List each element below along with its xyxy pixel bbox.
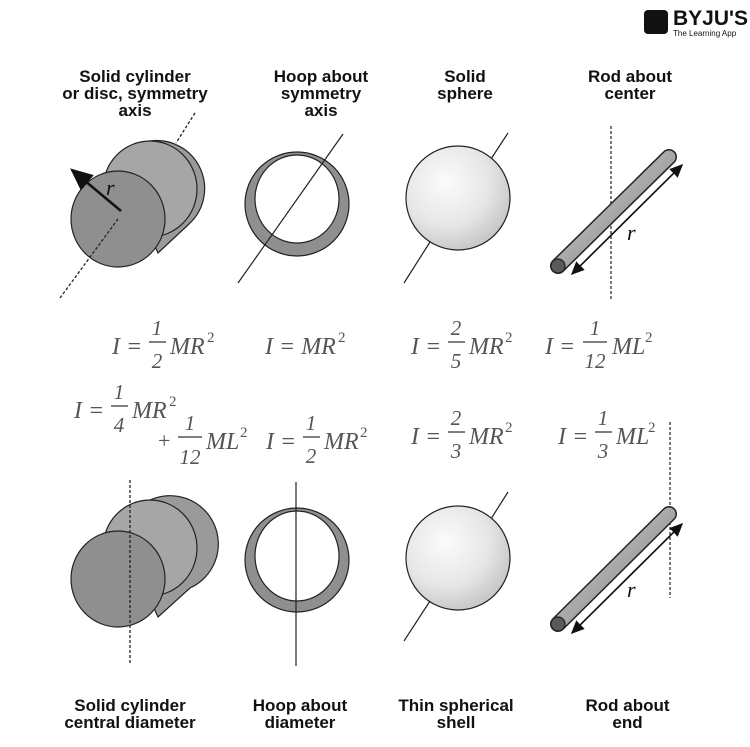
svg-text:I = MR: I = MR [264,334,336,360]
svg-text:MR: MR [468,334,504,360]
rod-center-figure: r [550,126,684,300]
radius-label: r [627,220,636,245]
svg-text:2: 2 [505,330,513,346]
solid-cylinder-symmetry-figure: r [59,112,206,299]
svg-text:I =: I = [544,334,575,360]
svg-text:2: 2 [648,420,656,436]
svg-text:I =: I = [557,424,588,450]
svg-text:1: 1 [114,380,125,404]
svg-text:3: 3 [597,439,609,463]
svg-text:2: 2 [505,420,513,436]
svg-text:MR: MR [169,334,205,360]
brand-tagline: The Learning App [673,29,737,38]
formula-solid-cylinder-diameter: I = 1 4 MR 2 + 1 12 ML 2 [73,380,248,469]
hoop-symmetry-figure [237,133,350,284]
svg-text:ML: ML [205,429,239,455]
formula-hoop-symmetry: I = MR 2 [264,330,346,360]
label-rod-end: Rod about end [585,696,670,732]
svg-text:2: 2 [451,406,462,430]
svg-text:1: 1 [598,406,609,430]
svg-text:1: 1 [590,316,601,340]
formula-rod-center: I = 1 12 ML 2 [544,316,653,373]
formula-hoop-diameter: I = 1 2 MR 2 [265,411,368,468]
label-solid-sphere: Solid sphere [437,67,493,103]
svg-text:2: 2 [169,394,177,410]
thin-spherical-shell-figure [403,491,511,642]
formula-solid-sphere: I = 2 5 MR 2 [410,316,513,373]
svg-text:4: 4 [114,413,125,437]
svg-text:MR: MR [468,424,504,450]
radius-label: r [627,577,636,602]
svg-text:2: 2 [360,425,368,441]
svg-text:I =: I = [410,334,441,360]
label-solid-cylinder-diameter: Solid cylinder central diameter [64,696,196,732]
svg-text:1: 1 [185,411,196,435]
svg-text:12: 12 [585,349,607,373]
label-solid-cylinder-symmetry: Solid cylinder or disc, symmetry axis [62,67,208,120]
hoop-diameter-figure [244,482,350,666]
rod-end-figure: r [550,422,684,635]
svg-text:2: 2 [152,349,163,373]
svg-text:2: 2 [240,425,248,441]
svg-text:1: 1 [306,411,317,435]
svg-text:3: 3 [450,439,462,463]
svg-text:12: 12 [180,445,202,469]
svg-text:I =: I = [73,398,104,424]
label-hoop-symmetry: Hoop about symmetry axis [273,67,369,120]
label-hoop-diameter: Hoop about diameter [252,696,348,732]
brand-logo: BYJU'S The Learning App [644,7,749,40]
svg-text:2: 2 [645,330,653,346]
formula-thin-spherical-shell: I = 2 3 MR 2 [410,406,513,463]
brand-logo-icon [644,10,668,34]
formula-rod-end: I = 1 3 ML 2 [557,406,656,463]
svg-text:I =: I = [111,334,142,360]
brand-name: BYJU'S [673,7,749,30]
label-rod-center: Rod about center [587,67,673,103]
svg-text:MR: MR [323,429,359,455]
solid-sphere-figure [403,132,511,284]
svg-text:I =: I = [410,424,441,450]
radius-label: r [106,175,115,200]
svg-text:2: 2 [338,330,346,346]
svg-text:ML: ML [615,424,649,450]
svg-text:2: 2 [451,316,462,340]
svg-text:MR: MR [131,398,167,424]
svg-text:5: 5 [451,349,462,373]
svg-text:2: 2 [207,330,215,346]
svg-text:I =: I = [265,429,296,455]
svg-text:ML: ML [611,334,645,360]
solid-cylinder-diameter-figure [70,480,219,665]
formula-solid-cylinder-symmetry: I = 1 2 MR 2 [111,316,215,373]
svg-text:+: + [158,428,170,453]
svg-text:2: 2 [306,444,317,468]
svg-text:1: 1 [152,316,163,340]
label-thin-spherical-shell: Thin spherical shell [398,696,514,732]
